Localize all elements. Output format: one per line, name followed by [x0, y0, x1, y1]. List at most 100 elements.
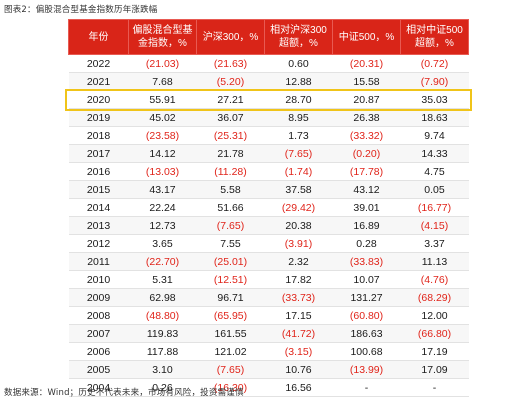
value-cell: 7.68	[128, 72, 197, 91]
value-cell: (12.51)	[196, 270, 265, 289]
year-cell: 2017	[68, 144, 129, 163]
year-cell: 2021	[68, 72, 129, 91]
value-cell: 7.55	[196, 234, 265, 253]
table-row: 2019 45.02 36.07 8.95 26.38 18.63	[68, 108, 469, 127]
value-cell: (13.03)	[128, 162, 197, 181]
year-cell: 2016	[68, 162, 129, 181]
value-cell: (11.28)	[196, 162, 265, 181]
value-cell: 100.68	[332, 342, 401, 361]
table-row: 2021 7.68 (5.20) 12.88 15.58 (7.90)	[68, 72, 469, 91]
table-row: 2017 14.12 21.78 (7.65) (0.20) 14.33	[68, 144, 469, 163]
value-cell: 43.17	[128, 180, 197, 199]
table-row: 2014 22.24 51.66 (29.42) 39.01 (16.77)	[68, 198, 469, 217]
year-cell: 2006	[68, 342, 129, 361]
value-cell: 11.13	[400, 252, 469, 271]
value-cell: 119.83	[128, 324, 197, 343]
value-cell: (4.15)	[400, 216, 469, 235]
value-cell: -	[332, 378, 401, 397]
value-cell: 20.87	[332, 90, 401, 109]
value-cell: (21.03)	[128, 54, 197, 73]
value-cell: (17.78)	[332, 162, 401, 181]
year-cell: 2018	[68, 126, 129, 145]
value-cell: (65.95)	[196, 306, 265, 325]
value-cell: 62.98	[128, 288, 197, 307]
value-cell: 0.28	[332, 234, 401, 253]
value-cell: (25.31)	[196, 126, 265, 145]
source-note: 数据来源：Wind；历史不代表未来，市场有风险，投资需谨慎	[4, 388, 244, 398]
value-cell: 28.70	[264, 90, 333, 109]
table-row: 2010 5.31 (12.51) 17.82 10.07 (4.76)	[68, 270, 469, 289]
table-row: 2004 0.26 (16.30) 16.56- -	[68, 378, 469, 397]
value-cell: 1.73	[264, 126, 333, 145]
value-cell: 43.12	[332, 180, 401, 199]
value-cell: (23.58)	[128, 126, 197, 145]
year-cell: 2022	[68, 54, 129, 73]
column-header: 沪深300，%	[196, 19, 265, 55]
value-cell: (66.80)	[400, 324, 469, 343]
value-cell: 37.58	[264, 180, 333, 199]
value-cell: 161.55	[196, 324, 265, 343]
value-cell: 96.71	[196, 288, 265, 307]
value-cell: 3.65	[128, 234, 197, 253]
value-cell: (0.72)	[400, 54, 469, 73]
year-cell: 2008	[68, 306, 129, 325]
value-cell: 36.07	[196, 108, 265, 127]
table-row: 2012 3.65 7.55 (3.91) 0.28 3.37	[68, 234, 469, 253]
value-cell: 186.63	[332, 324, 401, 343]
value-cell: 12.88	[264, 72, 333, 91]
value-cell: (41.72)	[264, 324, 333, 343]
value-cell: 8.95	[264, 108, 333, 127]
value-cell: 27.21	[196, 90, 265, 109]
value-cell: (29.42)	[264, 198, 333, 217]
value-cell: 26.38	[332, 108, 401, 127]
value-cell: 16.89	[332, 216, 401, 235]
value-cell: (5.20)	[196, 72, 265, 91]
value-cell: 4.75	[400, 162, 469, 181]
figure-caption: 图表2：偏股混合型基金指数历年涨跌幅	[4, 5, 158, 15]
value-cell: 17.19	[400, 342, 469, 361]
column-header: 中证500，%	[332, 19, 401, 55]
value-cell: 3.10	[128, 360, 197, 379]
column-header-year: 年份	[68, 19, 129, 55]
value-cell: 5.58	[196, 180, 265, 199]
value-cell: 117.88	[128, 342, 197, 361]
value-cell: (60.80)	[332, 306, 401, 325]
value-cell: 9.74	[400, 126, 469, 145]
value-cell: 3.37	[400, 234, 469, 253]
value-cell: (3.15)	[264, 342, 333, 361]
table-row: 2005 3.10 (7.65) 10.76 (13.99) 17.09	[68, 360, 469, 379]
table-row: 2013 12.73 (7.65) 20.38 16.89 (4.15)	[68, 216, 469, 235]
value-cell: 17.15	[264, 306, 333, 325]
year-cell: 2007	[68, 324, 129, 343]
table-row: 2009 62.98 96.71 (33.73) 131.27 (68.29)	[68, 288, 469, 307]
value-cell: (3.91)	[264, 234, 333, 253]
table-body: 2022 (21.03) (21.63) 0.60 (20.31) (0.72) 2021 7…	[68, 54, 469, 397]
value-cell: 5.31	[128, 270, 197, 289]
value-cell: (4.76)	[400, 270, 469, 289]
value-cell: (33.32)	[332, 126, 401, 145]
value-cell: 39.01	[332, 198, 401, 217]
value-cell: (20.31)	[332, 54, 401, 73]
value-cell: (13.99)	[332, 360, 401, 379]
value-cell: (68.29)	[400, 288, 469, 307]
value-cell: 17.82	[264, 270, 333, 289]
year-cell: 2015	[68, 180, 129, 199]
value-cell: 14.12	[128, 144, 197, 163]
value-cell: (7.65)	[196, 216, 265, 235]
year-cell: 2020	[68, 90, 129, 109]
value-cell: (7.65)	[196, 360, 265, 379]
value-cell: 16.56	[264, 378, 333, 397]
value-cell: (16.30)	[196, 378, 265, 397]
value-cell: (7.65)	[264, 144, 333, 163]
value-cell: (33.83)	[332, 252, 401, 271]
year-cell: 2012	[68, 234, 129, 253]
value-cell: (25.01)	[196, 252, 265, 271]
value-cell: 121.02	[196, 342, 265, 361]
value-cell: (1.74)	[264, 162, 333, 181]
table-row: 2022 (21.03) (21.63) 0.60 (20.31) (0.72)	[68, 54, 469, 73]
value-cell: 10.07	[332, 270, 401, 289]
table-row: 2007 119.83 161.55 (41.72) 186.63 (66.80)	[68, 324, 469, 343]
table-row: 2016 (13.03) (11.28) (1.74) (17.78) 4.75	[68, 162, 469, 181]
value-cell: 20.38	[264, 216, 333, 235]
value-cell: 22.24	[128, 198, 197, 217]
